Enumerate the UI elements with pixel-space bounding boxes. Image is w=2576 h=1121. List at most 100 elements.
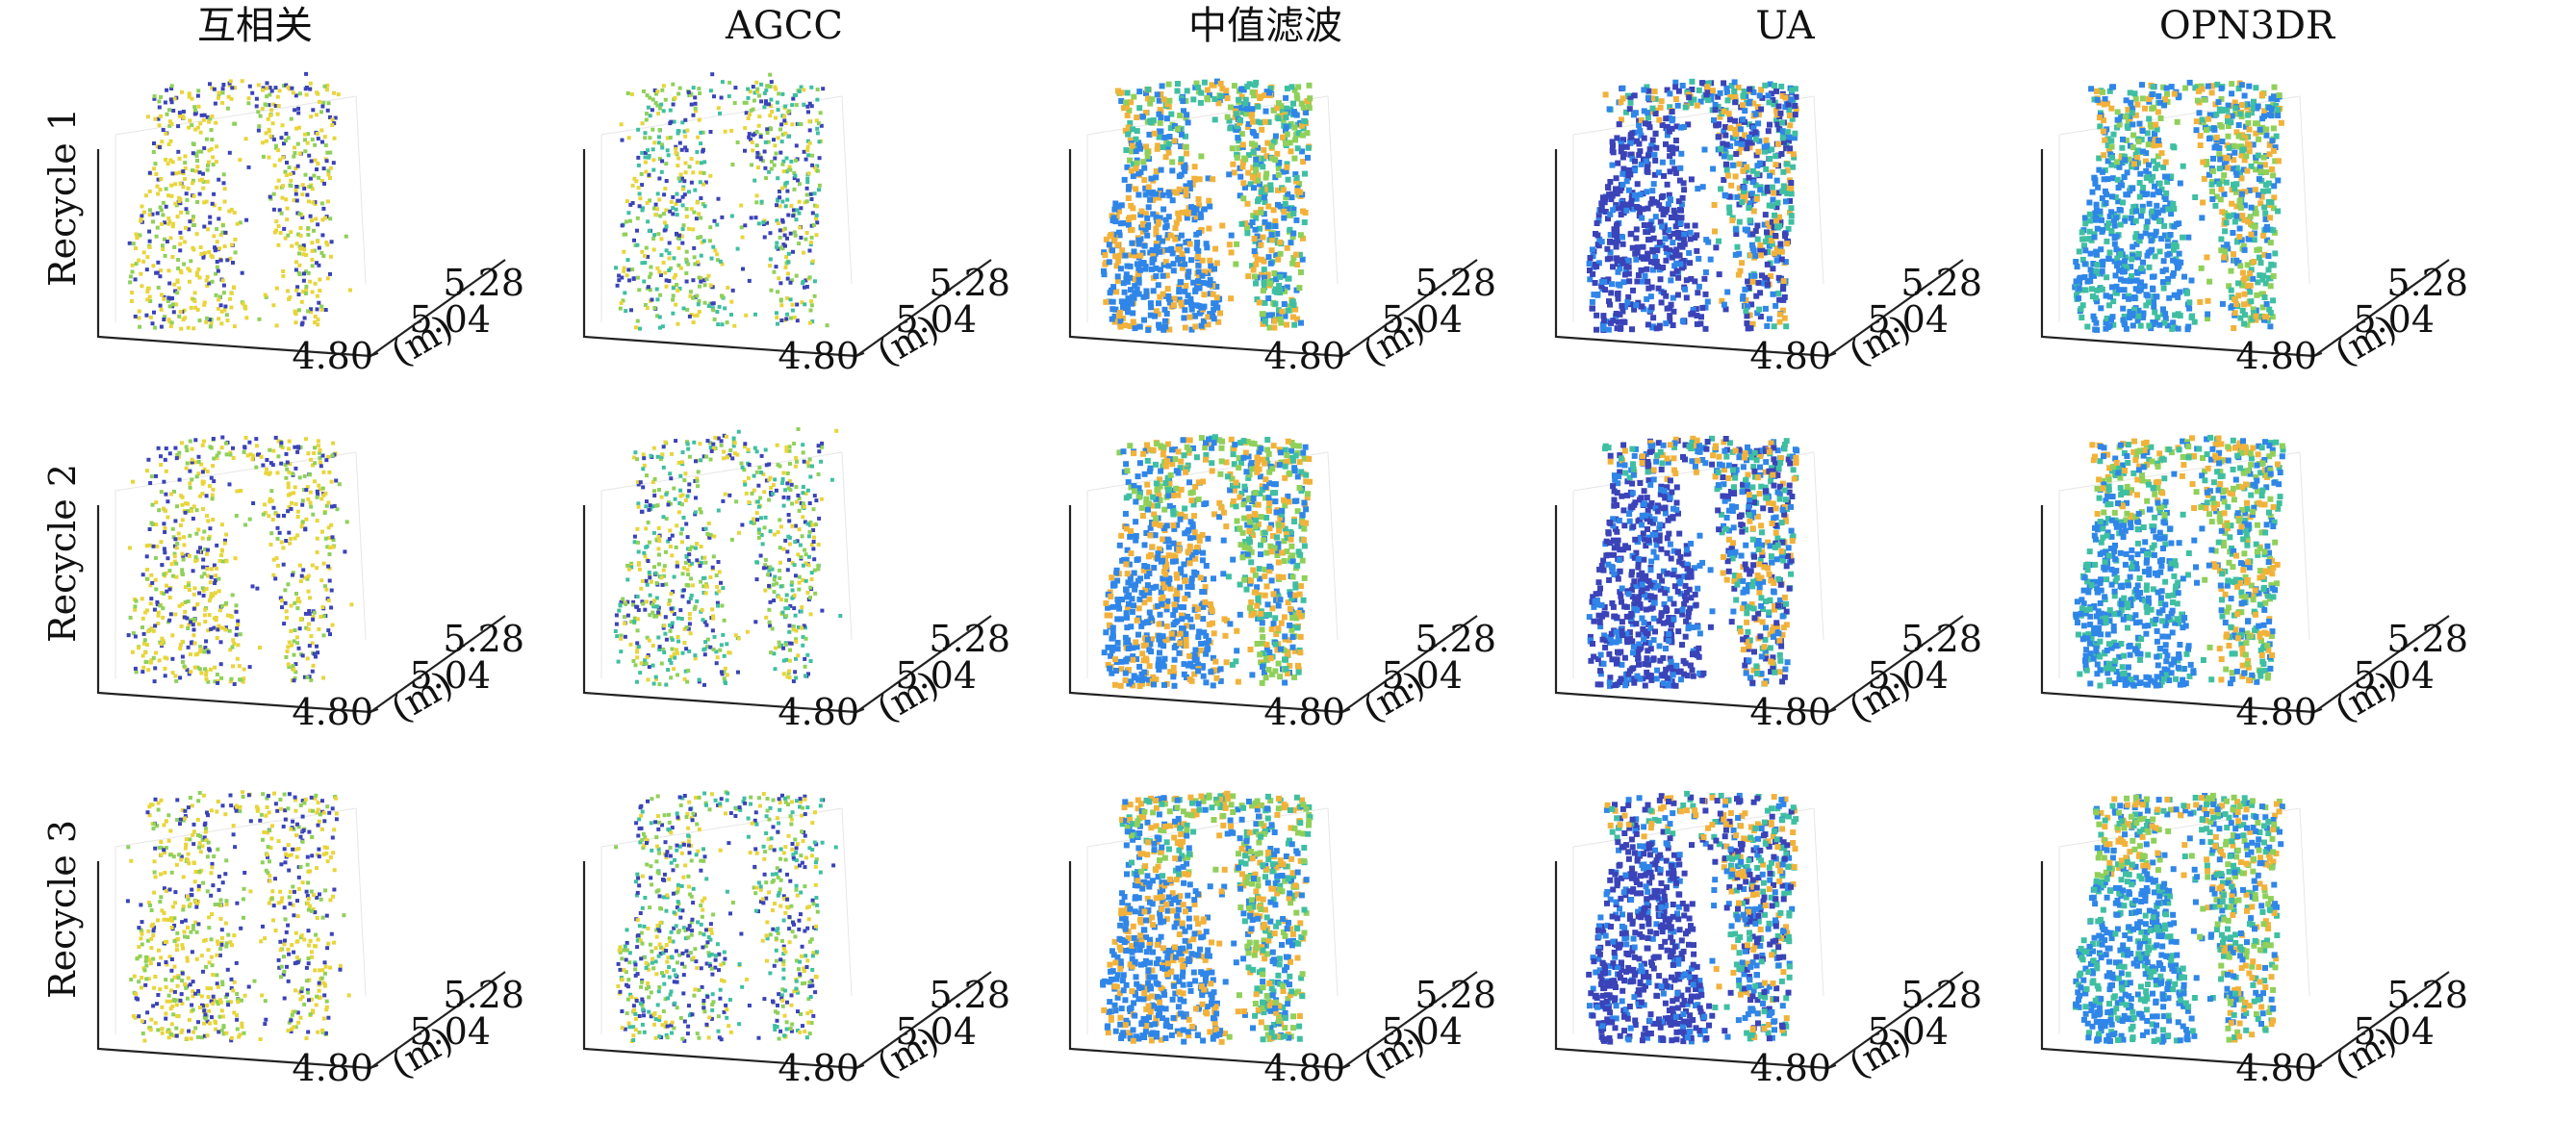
cloud-point — [778, 150, 783, 155]
cloud-point — [1769, 169, 1775, 176]
cloud-point — [1106, 242, 1112, 248]
cloud-point — [312, 173, 317, 178]
cloud-point — [282, 141, 286, 146]
cloud-point — [758, 135, 763, 140]
cloud-point — [657, 197, 662, 202]
cloud-point — [1180, 98, 1186, 105]
cloud-point — [191, 142, 196, 146]
cloud-point — [2206, 136, 2212, 142]
cloud-point — [275, 525, 280, 530]
cloud-point — [2164, 173, 2170, 180]
cloud-point — [233, 86, 238, 90]
cloud-point — [1775, 103, 1782, 110]
cloud-point — [167, 108, 171, 113]
cloud-point — [256, 83, 261, 88]
cloud-point — [189, 670, 193, 675]
cloud-point — [1623, 143, 1630, 150]
cloud-point — [2208, 89, 2215, 96]
cloud-point — [1269, 312, 1275, 318]
cloud-point — [1713, 244, 1720, 251]
cloud-point — [192, 291, 197, 295]
cloud-point — [187, 227, 191, 232]
cloud-point — [640, 183, 645, 188]
cloud-point — [1253, 261, 1260, 268]
cloud-point — [285, 650, 290, 653]
cloud-point — [1135, 275, 1142, 282]
cloud-point — [220, 278, 225, 283]
cloud-point — [1188, 257, 1194, 264]
cloud-point — [778, 235, 782, 240]
cloud-point — [1210, 291, 1216, 297]
cloud-point — [214, 293, 218, 297]
cloud-point — [1147, 249, 1154, 256]
cloud-point — [648, 95, 652, 100]
cloud-point — [1620, 201, 1626, 207]
cloud-point — [1124, 263, 1131, 269]
cloud-point — [286, 85, 291, 89]
cloud-point — [310, 218, 315, 223]
cloud-point — [2177, 289, 2183, 295]
cloud-point — [1127, 274, 1133, 281]
cloud-point — [2176, 250, 2182, 257]
cloud-point — [171, 310, 176, 315]
cloud-point — [1151, 130, 1158, 137]
cloud-point — [2108, 228, 2115, 235]
cloud-point — [186, 267, 191, 271]
cloud-point — [1169, 167, 1176, 174]
cloud-point — [1289, 234, 1296, 241]
cloud-point — [2219, 139, 2226, 144]
cloud-point — [1721, 108, 1727, 115]
cloud-point — [221, 181, 226, 186]
cloud-point — [294, 288, 299, 293]
cloud-point — [720, 80, 725, 85]
cloud-point — [818, 111, 823, 115]
cloud-point — [648, 114, 652, 118]
column-title-5: OPN3DR — [2159, 4, 2336, 48]
cloud-point — [770, 110, 775, 114]
cloud-point — [1669, 125, 1675, 132]
cloud-point — [1268, 232, 1275, 239]
cloud-point — [1661, 172, 1667, 179]
cloud-point — [2121, 287, 2128, 293]
cloud-point — [131, 479, 135, 484]
cloud-point — [1293, 174, 1300, 181]
cloud-point — [671, 194, 676, 199]
cloud-point — [1101, 271, 1108, 278]
cloud-point — [2150, 84, 2156, 90]
cloud-point — [1615, 295, 1621, 302]
cloud-point — [752, 98, 756, 103]
cloud-point — [2113, 215, 2120, 221]
cloud-point — [1779, 128, 1786, 135]
cloud-point — [298, 226, 303, 230]
cloud-point — [1693, 306, 1699, 313]
cloud-point — [348, 288, 352, 293]
cloud-point — [1293, 92, 1300, 99]
cloud-point — [300, 183, 305, 188]
cloud-point — [273, 86, 278, 90]
cloud-point — [1228, 295, 1235, 302]
cloud-point — [317, 175, 320, 180]
cloud-point — [293, 501, 298, 506]
cloud-point — [1275, 256, 1282, 263]
cloud-point — [265, 94, 269, 99]
cloud-point — [710, 72, 715, 77]
cloud-point — [814, 217, 819, 221]
cloud-point — [1605, 216, 1611, 222]
cloud-point — [247, 84, 252, 89]
cloud-point — [1662, 229, 1669, 236]
cloud-point — [1732, 226, 1739, 233]
cloud-point — [1776, 126, 1783, 133]
cloud-point — [1614, 325, 1620, 332]
cloud-point — [1198, 322, 1205, 329]
cloud-point — [1674, 218, 1681, 225]
cloud-point — [1198, 226, 1205, 233]
column-title-2: AGCC — [725, 4, 843, 48]
cloud-point — [2143, 224, 2150, 230]
cloud-point — [675, 283, 679, 287]
cloud-point — [1133, 186, 1139, 192]
cloud-point — [278, 231, 283, 236]
cloud-point — [1294, 95, 1301, 102]
cloud-point — [802, 250, 805, 255]
cloud-point — [178, 230, 183, 235]
cloud-point — [191, 326, 196, 331]
